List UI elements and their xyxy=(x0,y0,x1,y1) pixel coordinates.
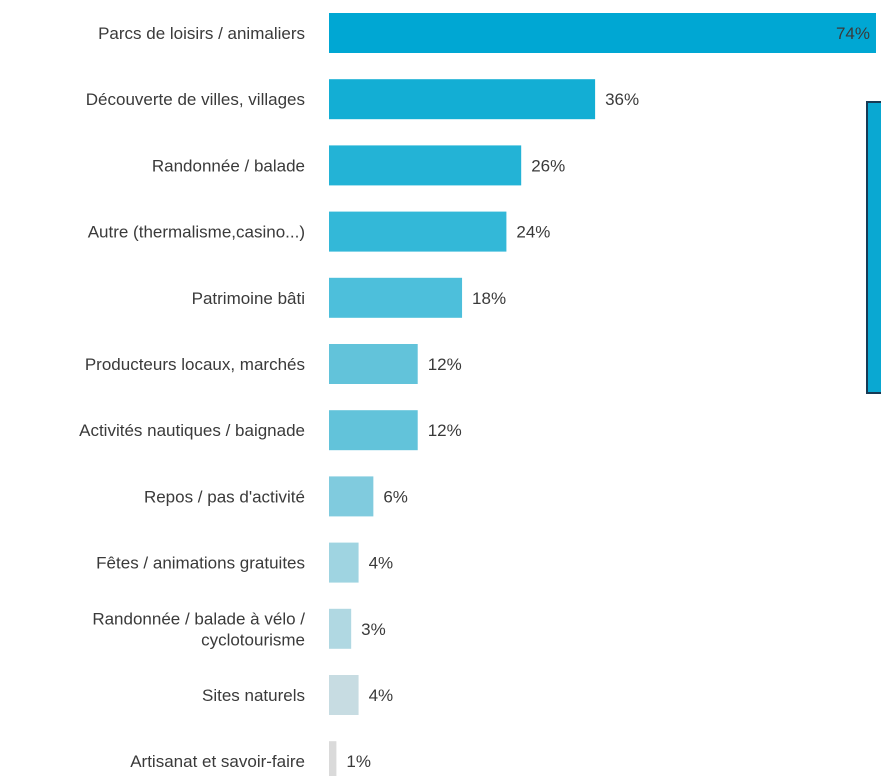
value-label-8: 4% xyxy=(369,554,394,573)
category-label-2: Randonnée / balade xyxy=(152,156,305,175)
category-label-11: Artisanat et savoir-faire xyxy=(130,752,305,771)
category-label-5: Producteurs locaux, marchés xyxy=(85,355,305,374)
category-label-8: Fêtes / animations gratuites xyxy=(96,554,305,573)
value-label-0: 74% xyxy=(836,24,870,43)
category-label-0: Parcs de loisirs / animaliers xyxy=(98,24,305,43)
value-label-1: 36% xyxy=(605,90,639,109)
bar-7 xyxy=(329,476,374,517)
bar-11 xyxy=(329,741,337,776)
bar-5 xyxy=(329,344,418,384)
bar-8 xyxy=(329,542,359,583)
bar-10 xyxy=(329,675,359,715)
category-label-6: Activités nautiques / baignade xyxy=(79,421,305,440)
bar-0 xyxy=(329,13,876,53)
category-label-4: Patrimoine bâti xyxy=(192,289,305,308)
bar-1 xyxy=(329,79,596,120)
value-label-3: 24% xyxy=(516,223,550,242)
value-label-6: 12% xyxy=(428,421,462,440)
value-label-7: 6% xyxy=(383,487,408,506)
value-label-5: 12% xyxy=(428,355,462,374)
bar-3 xyxy=(329,211,507,252)
category-label-7: Repos / pas d'activité xyxy=(144,487,305,506)
value-label-9: 3% xyxy=(361,620,386,639)
category-label-1: Découverte de villes, villages xyxy=(86,90,305,109)
bar-9 xyxy=(329,608,352,649)
category-label-9: Randonnée / balade à vélo / cyclotourisme xyxy=(92,609,305,649)
value-label-2: 26% xyxy=(531,156,565,175)
category-label-3: Autre (thermalisme,casino...) xyxy=(88,223,305,242)
side-panel-edge xyxy=(866,101,881,394)
value-label-11: 1% xyxy=(346,752,371,771)
bar-6 xyxy=(329,410,418,451)
bar-4 xyxy=(329,277,463,318)
bar-2 xyxy=(329,145,522,186)
value-label-4: 18% xyxy=(472,289,506,308)
category-label-10: Sites naturels xyxy=(202,686,305,705)
value-label-10: 4% xyxy=(369,686,394,705)
